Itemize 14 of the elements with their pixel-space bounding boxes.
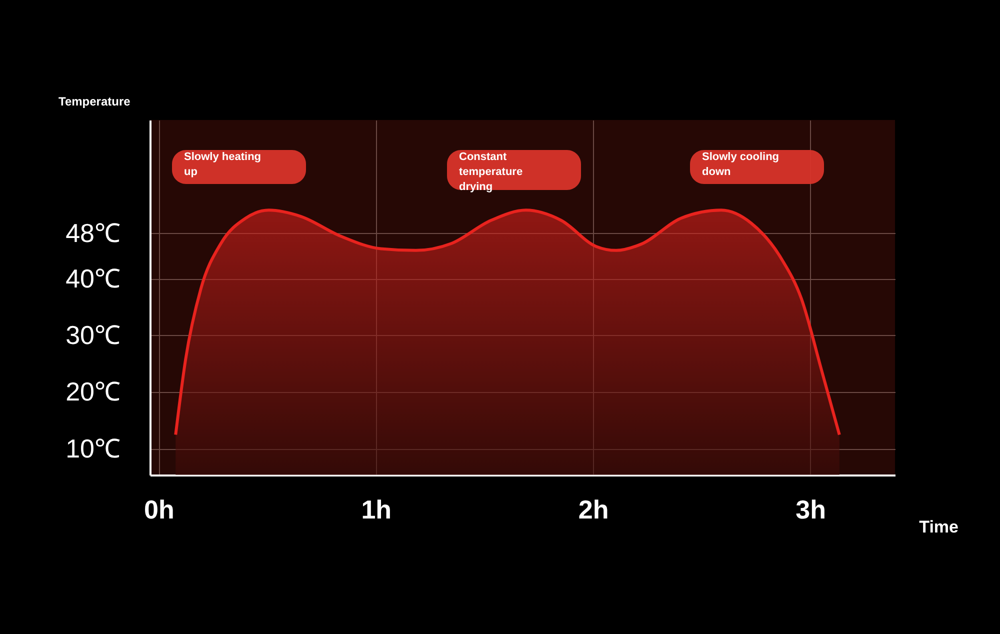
x-tick-label: 2h xyxy=(578,494,609,524)
y-tick-label: 30℃ xyxy=(66,320,120,350)
annotation: Constant temperature drying xyxy=(459,151,523,193)
y-tick-label: 40℃ xyxy=(66,263,120,294)
x-tick-label: 1h xyxy=(361,494,392,524)
x-tick-label: 3h xyxy=(796,494,826,524)
y-tick-label: 10℃ xyxy=(66,433,120,464)
x-axis-title: Time xyxy=(919,518,958,536)
y-axis-title: Temperature xyxy=(58,94,131,108)
y-tick-label: 48℃ xyxy=(66,218,120,248)
x-tick-label: 0h xyxy=(144,494,174,524)
annotation: Slowly heating up xyxy=(184,151,262,178)
annotation: Slowly cooling down xyxy=(702,151,780,178)
y-tick-label: 20℃ xyxy=(66,376,120,407)
